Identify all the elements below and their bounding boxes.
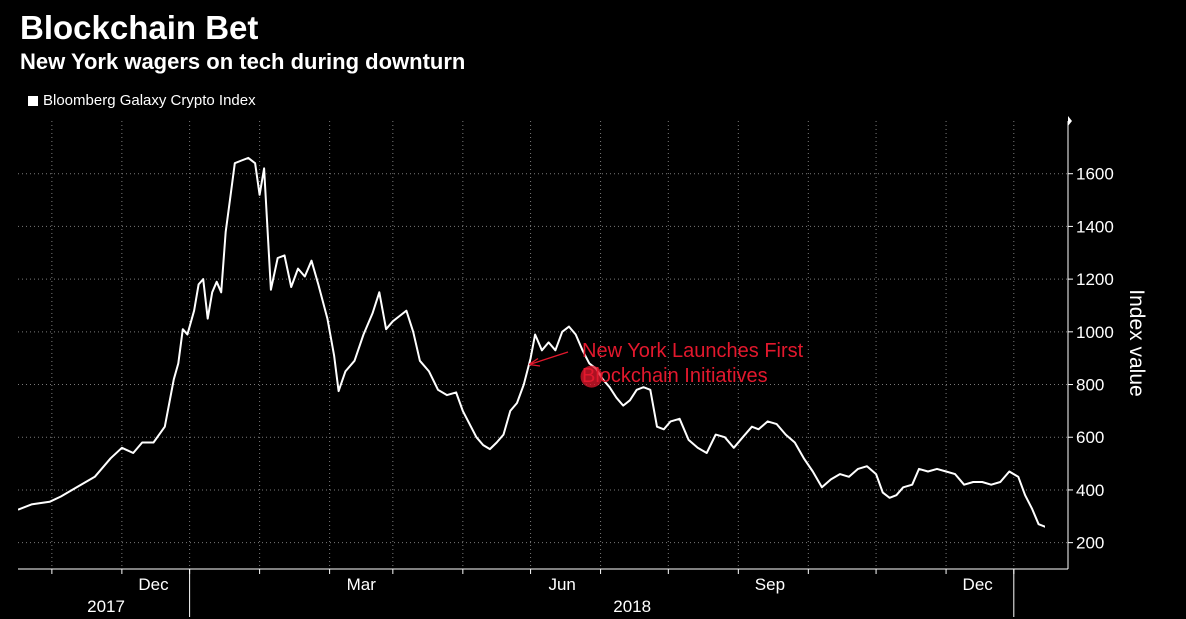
y-tick-label: 200 (1076, 534, 1104, 553)
y-tick-label: 1000 (1076, 323, 1114, 342)
x-tick-label: Dec (963, 575, 994, 594)
y-tick-label: 1400 (1076, 217, 1114, 236)
chart-subtitle: New York wagers on tech during downturn (20, 49, 466, 74)
legend-swatch (28, 96, 38, 106)
annotation-arrow-head (528, 357, 541, 367)
y-tick-label: 1200 (1076, 270, 1114, 289)
x-tick-label: Jun (548, 575, 575, 594)
annotation-text: New York Launches First (582, 340, 804, 362)
series-line (18, 156, 1045, 529)
legend: Bloomberg Galaxy Crypto Index (28, 91, 256, 111)
x-tick-label: Sep (755, 575, 785, 594)
chart-title: Blockchain Bet (20, 9, 259, 46)
year-label: 2018 (613, 597, 651, 616)
year-label: 2017 (87, 597, 125, 616)
y-axis-title: Index value (1125, 289, 1148, 396)
annotation-text: Blockchain Initiatives (582, 365, 768, 387)
x-tick-label: Mar (347, 575, 377, 594)
x-tick-label: Dec (138, 575, 169, 594)
y-tick-label: 400 (1076, 481, 1104, 500)
y-tick-label: 800 (1076, 376, 1104, 395)
y-axis-arrow (1068, 116, 1072, 126)
legend-label: Bloomberg Galaxy Crypto Index (43, 92, 256, 109)
y-tick-label: 1600 (1076, 165, 1114, 184)
y-tick-label: 600 (1076, 428, 1104, 447)
annotation-marker (580, 365, 603, 388)
annotation-arrow-line (530, 351, 569, 365)
